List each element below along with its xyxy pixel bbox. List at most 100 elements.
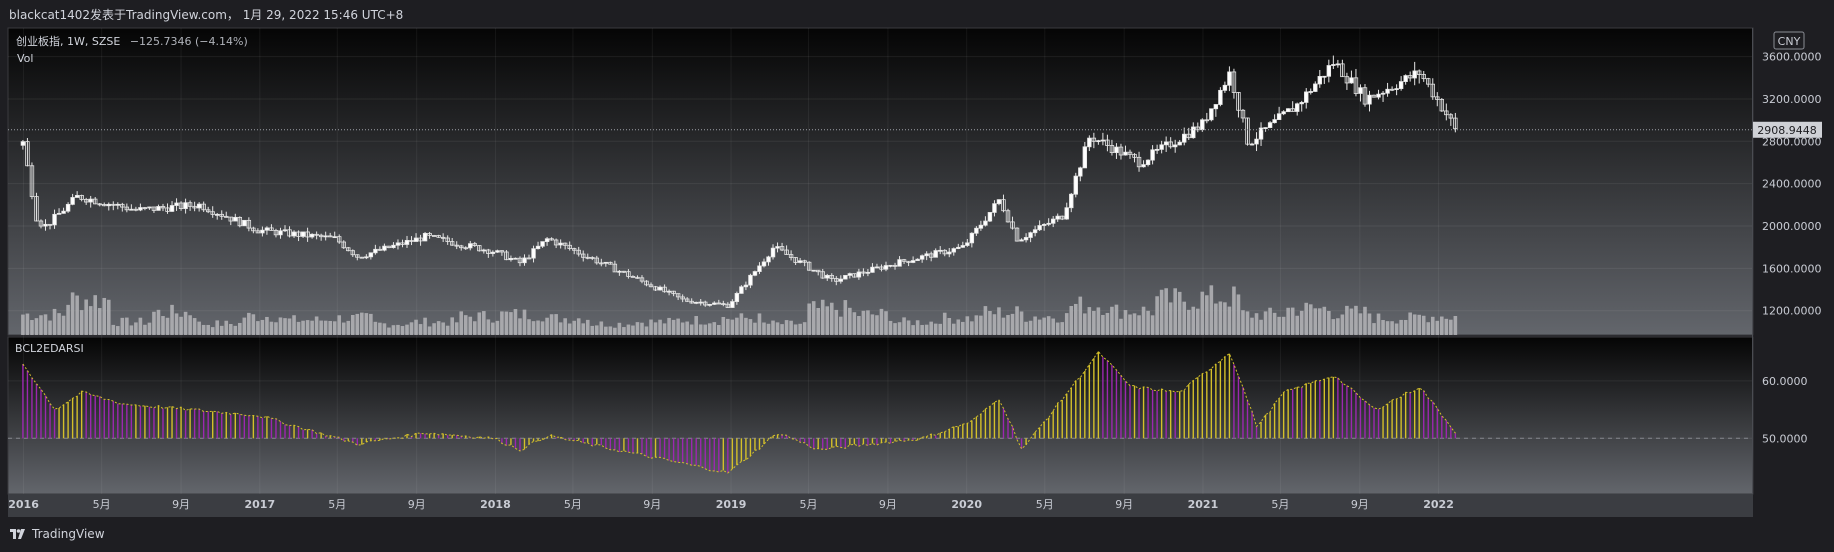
candle-body <box>346 247 351 252</box>
candle-body <box>300 231 306 237</box>
candle-body <box>373 248 378 254</box>
candle-body <box>1439 99 1444 112</box>
volume-bar <box>784 320 789 335</box>
candle-body <box>1168 141 1173 148</box>
symbol-legend[interactable]: 创业板指, 1W, SZSE −125.7346 (−4.14%) <box>16 34 248 48</box>
candle-body <box>739 286 744 294</box>
volume-bar <box>902 317 906 335</box>
candle-body <box>956 246 961 249</box>
volume-bar <box>360 312 364 335</box>
volume-bar <box>1024 321 1028 335</box>
candle-body <box>74 195 80 198</box>
candle-body <box>938 249 943 252</box>
volume-bar <box>933 323 938 335</box>
candle-body <box>156 206 161 211</box>
candle-body <box>246 219 252 229</box>
candle-body <box>1285 108 1291 113</box>
volume-bar <box>1268 307 1272 335</box>
candle-body <box>1376 93 1381 98</box>
price-candles <box>20 55 1458 308</box>
candle-body <box>449 241 455 246</box>
volume-bar <box>260 319 265 335</box>
volume-bar <box>545 317 549 335</box>
volume-bar <box>174 313 179 335</box>
volume-bar <box>441 322 445 335</box>
candle-body <box>662 286 667 293</box>
candle-body <box>1123 151 1128 156</box>
candle-body <box>716 302 721 305</box>
volume-bar <box>920 324 924 335</box>
candle-body <box>951 248 956 253</box>
candle-body <box>1213 104 1219 110</box>
candle-body <box>65 203 71 212</box>
candle-body <box>1105 139 1110 146</box>
candle-body <box>364 256 369 259</box>
candle-body <box>1417 70 1422 75</box>
volume-bar <box>694 316 699 335</box>
volume-bar <box>1001 317 1006 335</box>
volume-bar <box>319 320 323 335</box>
volume-bar <box>802 322 807 335</box>
volume-bar <box>509 312 513 335</box>
tradingview-brand[interactable]: TradingView <box>10 527 105 541</box>
volume-bar <box>332 321 337 335</box>
candle-body <box>590 257 595 259</box>
volume-bar <box>816 307 821 335</box>
candle-body <box>1204 119 1210 122</box>
volume-bar <box>1195 308 1200 335</box>
candle-body <box>436 235 441 238</box>
candle-body <box>992 203 997 213</box>
volume-bar <box>454 322 459 335</box>
candle-body <box>445 237 450 242</box>
candle-body <box>594 257 599 264</box>
volume-bar <box>427 326 432 335</box>
volume-bar <box>1015 306 1019 335</box>
candle-body <box>1037 225 1042 231</box>
volume-bar <box>1105 312 1110 335</box>
currency-badge[interactable] <box>1773 31 1805 50</box>
candle-body <box>1254 138 1259 145</box>
candle-body <box>626 271 631 277</box>
volume-bar <box>450 317 454 335</box>
time-tick-label: 2017 <box>245 498 276 511</box>
volume-bar <box>120 317 125 335</box>
price-tick-label: 3600.0000 <box>1762 51 1822 64</box>
volume-bar <box>1159 289 1164 335</box>
candle-body <box>88 198 93 203</box>
volume-bar <box>698 324 703 335</box>
candle-body <box>1267 122 1273 128</box>
volume-bar <box>685 321 689 335</box>
candle-body <box>490 251 496 254</box>
volume-bar <box>468 316 473 335</box>
candle-body <box>38 220 44 227</box>
candle-body <box>978 224 984 229</box>
candle-body <box>879 266 884 270</box>
volume-bar <box>594 325 599 335</box>
volume-bar <box>201 324 206 335</box>
volume-bar <box>518 318 522 335</box>
indicator-legend[interactable]: BCL2EDARSI <box>15 342 84 355</box>
volume-bar <box>875 315 879 335</box>
price-tick-label: 2000.0000 <box>1762 220 1822 233</box>
volume-bar <box>138 317 143 335</box>
volume-bar <box>75 295 79 335</box>
volume-bar <box>1385 321 1390 335</box>
volume-bar <box>897 322 902 335</box>
candle-body <box>1240 109 1246 119</box>
candle-body <box>888 264 893 267</box>
candle-body <box>680 296 685 300</box>
candle-body <box>712 302 717 305</box>
volume-bar <box>988 310 992 335</box>
volume-bar <box>608 326 613 335</box>
volume-bar <box>1028 320 1033 335</box>
volume-bar <box>938 323 943 335</box>
volume-bar <box>183 311 188 335</box>
candle-body <box>377 248 383 251</box>
candle-body <box>242 219 247 227</box>
candle-body <box>793 257 798 263</box>
volume-bar <box>1340 314 1345 335</box>
volume-bar <box>748 319 753 335</box>
volume-bar <box>1421 315 1426 335</box>
volume-legend[interactable]: Vol <box>17 52 33 65</box>
